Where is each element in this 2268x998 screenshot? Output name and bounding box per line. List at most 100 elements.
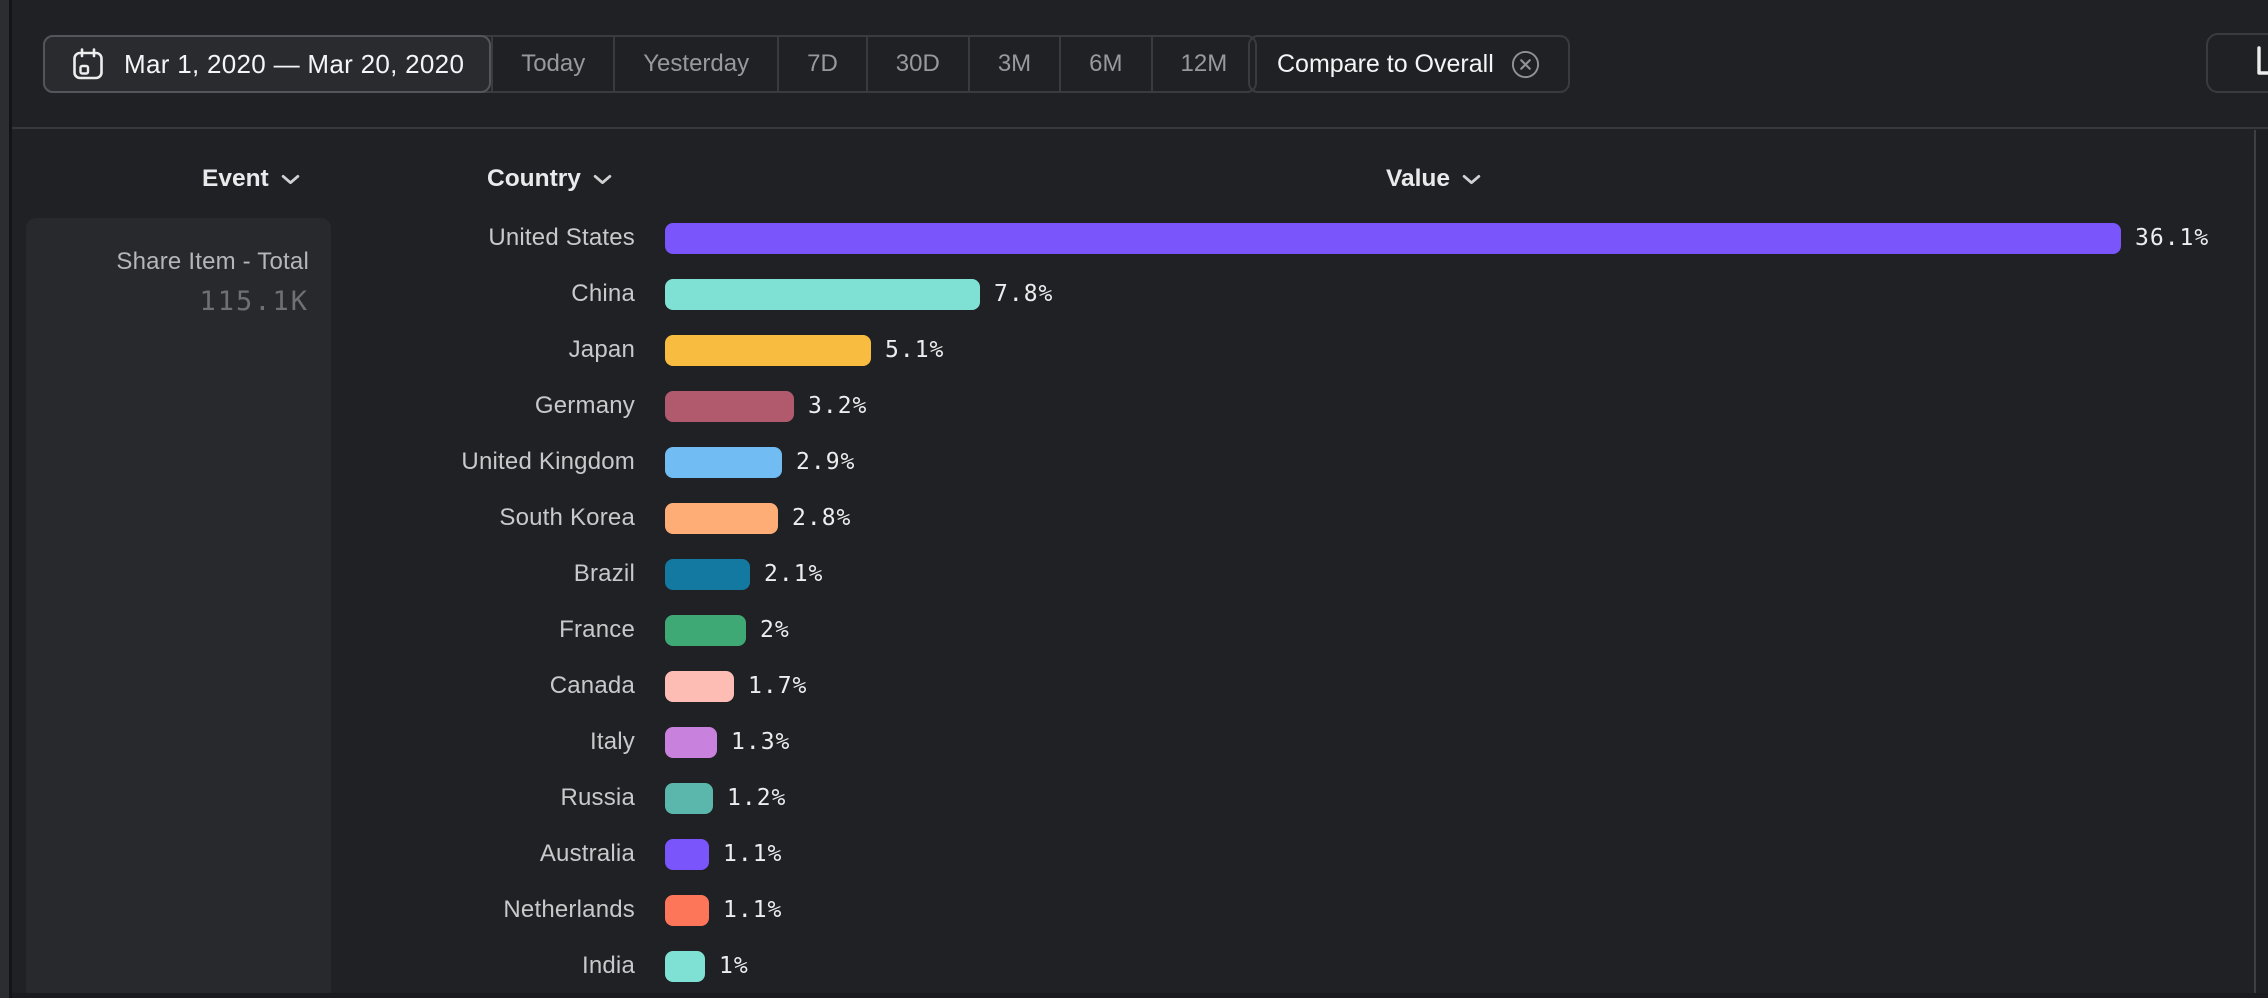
chevron-down-icon	[1462, 174, 1481, 185]
table-row[interactable]: United States 36.1%	[0, 210, 2268, 266]
bar-india[interactable]	[665, 950, 705, 982]
compare-to-overall-label: Compare to Overall	[1277, 49, 1494, 78]
bottom-edge-strip	[12, 993, 2268, 998]
table-row[interactable]: Brazil 2.1%	[0, 546, 2268, 602]
bar-cell: 1%	[665, 950, 749, 982]
country-label: Brazil	[573, 560, 635, 587]
bar-value-label: 2%	[760, 617, 790, 643]
table-row[interactable]: South Korea 2.8%	[0, 490, 2268, 546]
bar-value-label: 1.7%	[748, 673, 808, 699]
column-header-event[interactable]: Event	[202, 162, 300, 196]
event-panel[interactable]: Share Item - Total 115.1K	[26, 218, 331, 993]
compare-to-overall-button[interactable]: Compare to Overall	[1248, 35, 1570, 93]
country-label: China	[571, 280, 635, 307]
bar-cell: 7.8%	[665, 278, 1054, 310]
chart-type-button[interactable]	[2206, 33, 2268, 93]
preset-today[interactable]: Today	[491, 37, 613, 91]
bar-cell: 2%	[665, 614, 790, 646]
toolbar: Mar 1, 2020 — Mar 20, 2020 Today Yesterda…	[12, 0, 2268, 127]
country-label: United States	[488, 224, 635, 251]
bar-france[interactable]	[665, 614, 746, 646]
bar-south-korea[interactable]	[665, 502, 778, 534]
bar-united-kingdom[interactable]	[665, 446, 782, 478]
bar-cell: 1.2%	[665, 782, 787, 814]
bar-cell: 1.1%	[665, 838, 783, 870]
calendar-icon	[70, 46, 106, 82]
bar-value-label: 2.8%	[792, 505, 852, 531]
chevron-down-icon	[593, 174, 612, 185]
date-range-label: Mar 1, 2020 — Mar 20, 2020	[124, 48, 465, 79]
country-label: Japan	[568, 336, 635, 363]
preset-7d[interactable]: 7D	[777, 37, 866, 91]
country-label: United Kingdom	[461, 448, 635, 475]
bar-cell: 36.1%	[665, 222, 2210, 254]
event-header-label: Event	[202, 165, 269, 192]
bar-japan[interactable]	[665, 334, 871, 366]
country-label: Australia	[539, 840, 635, 867]
country-label: South Korea	[499, 504, 635, 531]
country-label: France	[559, 616, 635, 643]
right-divider	[2254, 130, 2256, 993]
bar-value-label: 1.2%	[727, 785, 787, 811]
country-label: Netherlands	[503, 896, 635, 923]
bar-cell: 1.7%	[665, 670, 808, 702]
value-header-label: Value	[1386, 165, 1451, 192]
bar-cell: 3.2%	[665, 390, 868, 422]
country-label: Canada	[549, 672, 635, 699]
bar-australia[interactable]	[665, 838, 709, 870]
bar-united-states[interactable]	[665, 222, 2121, 254]
bar-china[interactable]	[665, 278, 980, 310]
left-edge-strip	[0, 0, 9, 998]
table-row[interactable]: Germany 3.2%	[0, 378, 2268, 434]
preset-yesterday[interactable]: Yesterday	[613, 37, 777, 91]
bar-brazil[interactable]	[665, 558, 750, 590]
table-row[interactable]: Australia 1.1%	[0, 826, 2268, 882]
bar-cell: 2.1%	[665, 558, 823, 590]
bar-canada[interactable]	[665, 670, 734, 702]
country-label: India	[581, 952, 635, 979]
preset-3m[interactable]: 3M	[967, 37, 1059, 91]
table-row[interactable]: Russia 1.2%	[0, 770, 2268, 826]
right-edge-strip	[2256, 130, 2268, 993]
event-total: 115.1K	[199, 286, 309, 317]
bar-value-label: 5.1%	[885, 337, 945, 363]
bar-cell: 2.8%	[665, 502, 852, 534]
chart-axes-icon	[2252, 44, 2268, 82]
table-row[interactable]: Italy 1.3%	[0, 714, 2268, 770]
table-row[interactable]: France 2%	[0, 602, 2268, 658]
bar-value-label: 2.9%	[796, 449, 856, 475]
column-header-value[interactable]: Value	[1386, 162, 1481, 196]
toolbar-divider	[12, 127, 2268, 129]
bar-value-label: 3.2%	[808, 393, 868, 419]
bar-cell: 2.9%	[665, 446, 856, 478]
bar-value-label: 1.1%	[723, 897, 783, 923]
table-row[interactable]: Netherlands 1.1%	[0, 882, 2268, 938]
table-row[interactable]: China 7.8%	[0, 266, 2268, 322]
bar-cell: 1.3%	[665, 726, 791, 758]
column-header-country[interactable]: Country	[487, 162, 612, 196]
bar-netherlands[interactable]	[665, 894, 709, 926]
bar-value-label: 7.8%	[994, 281, 1054, 307]
bar-russia[interactable]	[665, 782, 713, 814]
bar-italy[interactable]	[665, 726, 717, 758]
preset-12m[interactable]: 12M	[1150, 37, 1256, 91]
remove-compare-icon[interactable]	[1510, 49, 1541, 80]
bar-cell: 5.1%	[665, 334, 945, 366]
bar-value-label: 1.3%	[731, 729, 791, 755]
date-range-button[interactable]: Mar 1, 2020 — Mar 20, 2020	[43, 35, 492, 93]
event-name: Share Item - Total	[116, 248, 309, 275]
bar-germany[interactable]	[665, 390, 794, 422]
left-divider	[9, 0, 12, 998]
bar-value-label: 1.1%	[723, 841, 783, 867]
table-row[interactable]: Japan 5.1%	[0, 322, 2268, 378]
chevron-down-icon	[281, 174, 300, 185]
bar-value-label: 36.1%	[2135, 225, 2210, 251]
table-row[interactable]: United Kingdom 2.9%	[0, 434, 2268, 490]
preset-6m[interactable]: 6M	[1059, 37, 1150, 91]
table-row[interactable]: India 1%	[0, 938, 2268, 994]
table-row[interactable]: Canada 1.7%	[0, 658, 2268, 714]
country-label: Italy	[589, 728, 635, 755]
country-label: Russia	[560, 784, 635, 811]
preset-30d[interactable]: 30D	[865, 37, 968, 91]
date-range-control: Mar 1, 2020 — Mar 20, 2020 Today Yesterda…	[43, 35, 1258, 93]
